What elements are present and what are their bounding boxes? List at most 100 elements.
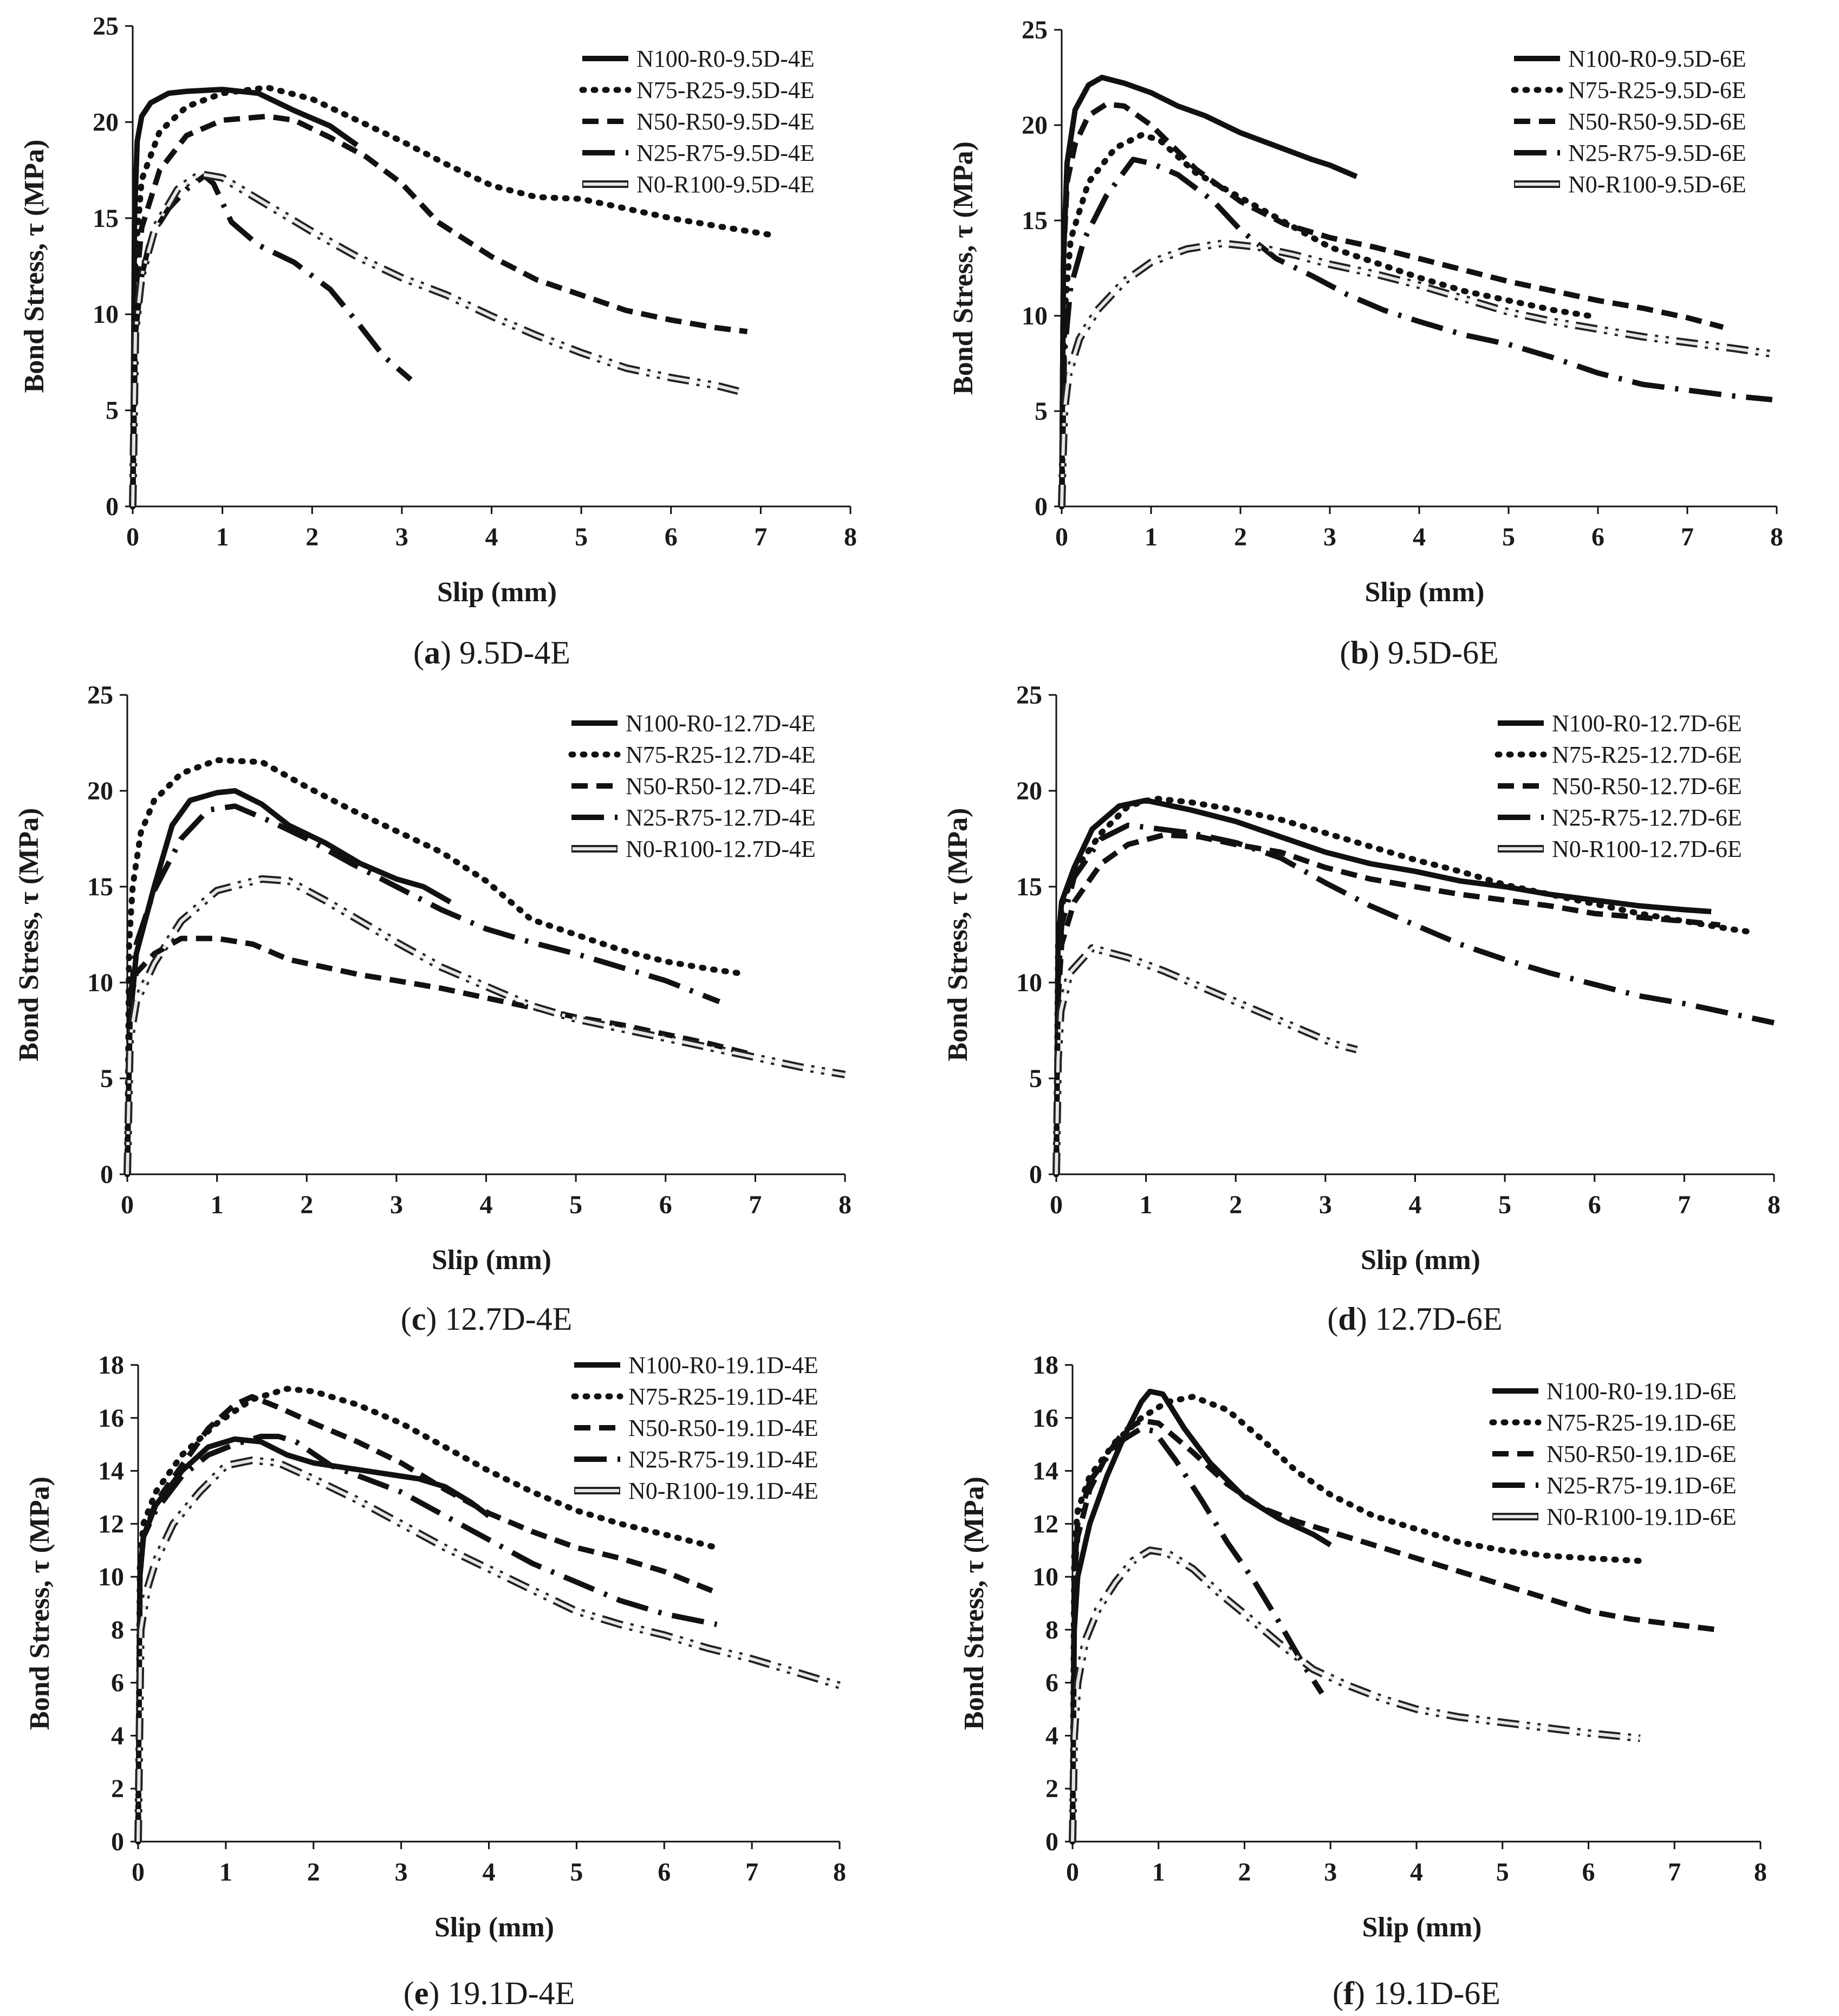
series-longdash bbox=[130, 173, 413, 507]
legend-entry: N25-R75-9.5D-6E bbox=[1568, 140, 1746, 166]
panel-caption: (e) 19.1D-4E bbox=[404, 1975, 575, 2011]
legend-entry: N50-R50-19.1D-4E bbox=[628, 1415, 818, 1441]
x-tick-label: 8 bbox=[1770, 523, 1783, 551]
series-dashed bbox=[130, 113, 748, 507]
legend-entry: N75-R25-9.5D-6E bbox=[1568, 77, 1746, 103]
y-tick-label: 10 bbox=[1032, 1563, 1058, 1591]
caption-letter: c bbox=[412, 1301, 426, 1337]
y-tick-label: 5 bbox=[106, 396, 119, 425]
series-dashed bbox=[1070, 1417, 1718, 1842]
series-line bbox=[124, 757, 740, 1178]
x-axis-label: Slip (mm) bbox=[437, 577, 557, 608]
series-dotted bbox=[1069, 1394, 1643, 1845]
caption-letter: a bbox=[424, 635, 440, 671]
y-tick-label: 5 bbox=[1035, 397, 1048, 426]
x-tick-label: 5 bbox=[569, 1191, 582, 1219]
chart-panel-c: 0 5 10 15 20 25 0 1 2 3 4 5 6 7 8 Slip (mm) Bond Stress,… bbox=[14, 681, 852, 1337]
chart-panel-a: 0 5 10 15 20 25 0 1 2 3 4 5 6 7 8 Slip (mm) Bond Stress,… bbox=[19, 12, 857, 671]
x-tick-label: 4 bbox=[1409, 1191, 1422, 1219]
y-tick-label: 16 bbox=[98, 1404, 124, 1433]
y-tick-label: 20 bbox=[93, 108, 119, 136]
legend-entry: N100-R0-19.1D-6E bbox=[1546, 1378, 1737, 1404]
x-axis-label: Slip (mm) bbox=[1361, 1245, 1480, 1276]
y-tick-label: 18 bbox=[1032, 1351, 1058, 1380]
legend-entry: N100-R0-12.7D-4E bbox=[626, 710, 816, 737]
series-line bbox=[135, 1394, 718, 1842]
x-tick-label: 2 bbox=[307, 1858, 320, 1887]
x-tick-label: 0 bbox=[126, 523, 139, 551]
legend-entry: N100-R0-9.5D-4E bbox=[636, 45, 815, 72]
y-tick-label: 10 bbox=[1016, 968, 1042, 997]
x-tick-label: 3 bbox=[1323, 523, 1336, 551]
legend-entry: N25-R75-19.1D-4E bbox=[628, 1446, 818, 1473]
series-dashed bbox=[1059, 101, 1724, 507]
x-tick-label: 7 bbox=[1681, 523, 1694, 551]
x-tick-label: 2 bbox=[300, 1191, 313, 1219]
x-tick-label: 0 bbox=[1066, 1858, 1079, 1887]
series-longdash bbox=[1070, 1426, 1324, 1842]
caption-text: 12.7D-4E bbox=[445, 1301, 572, 1337]
x-tick-label: 7 bbox=[1678, 1191, 1691, 1219]
series-solid bbox=[135, 1436, 491, 1842]
caption-letter: e bbox=[414, 1975, 429, 2011]
legend-entry: N0-R100-9.5D-4E bbox=[636, 171, 815, 198]
series-dashdotdot bbox=[1052, 944, 1358, 1175]
x-tick-label: 1 bbox=[1145, 523, 1158, 551]
series-dotted bbox=[1058, 132, 1592, 510]
series-line-outline bbox=[129, 170, 739, 507]
caption-paren-open: ( bbox=[413, 635, 424, 671]
legend-entry: N0-R100-12.7D-6E bbox=[1552, 836, 1742, 862]
series-line-outline bbox=[134, 1456, 841, 1842]
x-tick-label: 5 bbox=[1502, 523, 1515, 551]
y-tick-label: 15 bbox=[1022, 206, 1048, 235]
x-tick-label: 2 bbox=[1234, 523, 1247, 551]
chart-panel-d: 0 5 10 15 20 25 0 1 2 3 4 5 6 7 8 Slip (mm) Bond Stress,… bbox=[943, 681, 1780, 1337]
y-tick-label: 8 bbox=[1045, 1616, 1058, 1644]
x-axis-label: Slip (mm) bbox=[432, 1245, 551, 1276]
series-line bbox=[1054, 832, 1721, 1175]
x-tick-label: 6 bbox=[658, 1858, 671, 1887]
series-line bbox=[1053, 795, 1759, 1178]
series-longdash bbox=[1054, 822, 1775, 1175]
legend-entry: N25-R75-12.7D-6E bbox=[1552, 804, 1742, 831]
y-tick-label: 0 bbox=[1035, 492, 1048, 521]
x-tick-label: 1 bbox=[211, 1191, 224, 1219]
series-line bbox=[1059, 101, 1724, 507]
series-line bbox=[131, 172, 739, 507]
series-line bbox=[135, 1386, 720, 1845]
y-tick-label: 6 bbox=[111, 1669, 124, 1698]
x-tick-label: 1 bbox=[1140, 1191, 1153, 1219]
panel-caption: (a) 9.5D-4E bbox=[413, 635, 570, 671]
caption-text: 9.5D-6E bbox=[1388, 635, 1499, 671]
x-tick-label: 6 bbox=[659, 1191, 672, 1219]
legend-entry: N100-R0-19.1D-4E bbox=[628, 1352, 818, 1378]
legend-entry: N25-R75-12.7D-4E bbox=[626, 804, 816, 831]
caption-paren-open: ( bbox=[404, 1975, 414, 2011]
caption-letter: d bbox=[1338, 1301, 1356, 1337]
legend-entry: N50-R50-12.7D-4E bbox=[626, 773, 816, 799]
chart-panel-b: 0 5 10 15 20 25 0 1 2 3 4 5 6 7 8 Slip (mm) Bond Stress,… bbox=[948, 16, 1783, 671]
x-tick-label: 3 bbox=[1324, 1858, 1337, 1887]
x-tick-label: 3 bbox=[1319, 1191, 1332, 1219]
y-tick-label: 6 bbox=[1045, 1669, 1058, 1698]
caption-text: 12.7D-6E bbox=[1375, 1301, 1503, 1337]
caption-letter: f bbox=[1343, 1975, 1355, 2011]
x-tick-label: 1 bbox=[1152, 1858, 1165, 1887]
y-tick-label: 12 bbox=[98, 1510, 124, 1538]
y-tick-label: 25 bbox=[87, 681, 113, 710]
y-axis-label: Bond Stress, τ (MPa) bbox=[948, 141, 979, 395]
y-tick-label: 15 bbox=[87, 873, 113, 901]
y-tick-label: 2 bbox=[111, 1774, 124, 1803]
series-line bbox=[130, 173, 413, 507]
y-tick-label: 10 bbox=[1022, 302, 1048, 330]
series-line bbox=[1060, 242, 1773, 507]
x-tick-label: 7 bbox=[749, 1191, 762, 1219]
x-tick-label: 4 bbox=[485, 523, 498, 551]
series-line bbox=[1054, 822, 1775, 1175]
series-dashdotdot bbox=[1058, 239, 1773, 507]
x-tick-label: 6 bbox=[1588, 1191, 1601, 1219]
y-tick-label: 16 bbox=[1032, 1404, 1058, 1433]
caption-letter: b bbox=[1350, 635, 1368, 671]
